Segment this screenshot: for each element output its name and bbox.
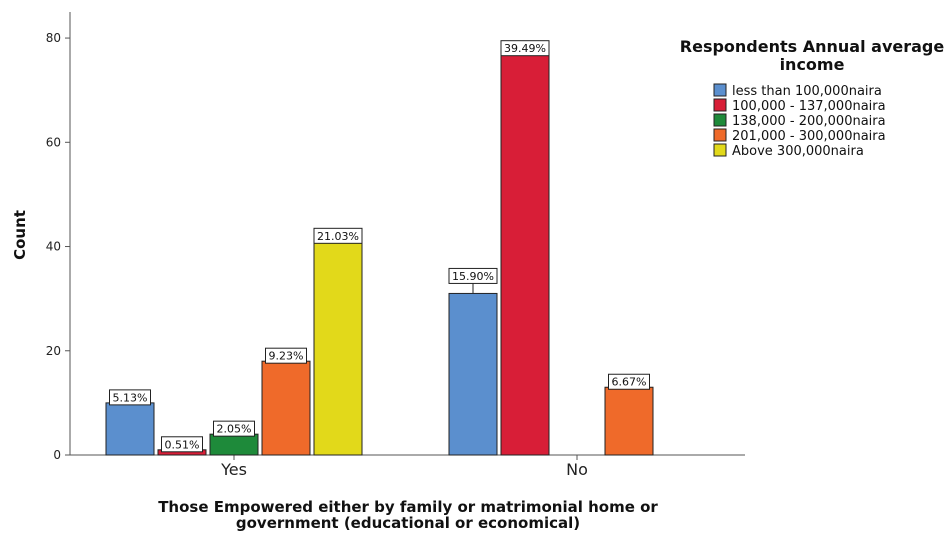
data-label-box [109, 389, 151, 406]
data-label: 2.05% [217, 423, 252, 436]
legend-entry: Above 300,000naira [732, 144, 864, 159]
y-tick-label: 40 [46, 240, 61, 254]
data-label-box [500, 40, 550, 57]
data-label: 6.67% [612, 376, 647, 389]
data-label: 0.51% [165, 438, 200, 451]
data-label-box [608, 373, 650, 390]
x-tick-label-yes: Yes [220, 460, 247, 479]
y-tick-label: 20 [46, 344, 61, 358]
bar-yes-series-3 [261, 360, 311, 456]
y-axis-title: Count [11, 210, 29, 260]
bar-yes-series-2 [209, 433, 259, 456]
legend-entry: less than 100,000naira [732, 84, 882, 99]
bar-yes-series-0 [105, 402, 155, 456]
legend-title-line-2: income [780, 55, 845, 74]
legend-entry: 201,000 - 300,000naira [732, 129, 886, 144]
data-label-box [313, 227, 363, 244]
data-label: 15.90% [452, 270, 494, 283]
legend-swatch [713, 98, 727, 112]
x-axis-title-line-2: government (educational or economical) [236, 514, 580, 532]
legend-swatch [713, 143, 727, 157]
legend-entry: 100,000 - 137,000naira [732, 99, 886, 114]
legend-title-line-1: Respondents Annual average [680, 37, 945, 56]
data-label: 5.13% [113, 391, 148, 404]
x-axis-title-line-1: Those Empowered either by family or matr… [158, 498, 658, 516]
y-tick-label: 0 [53, 448, 61, 462]
data-label-box [265, 347, 307, 364]
bar-yes-series-4 [313, 240, 363, 456]
data-label-box [448, 267, 498, 284]
bars [105, 53, 654, 456]
data-label-box [213, 420, 255, 437]
y-tick-label: 80 [46, 31, 61, 45]
legend-swatch [713, 128, 727, 142]
bar-no-series-0 [448, 292, 498, 456]
bar-no-series-3 [604, 386, 654, 456]
legend-swatch [713, 113, 727, 127]
data-label: 39.49% [504, 42, 546, 55]
data-labels: 5.13% 15.90% 0.51% 39.49% 2.05% 9.23% 6.67% 21.… [109, 40, 650, 453]
data-label: 9.23% [269, 350, 304, 363]
bar-no-series-1 [500, 53, 550, 456]
y-tick-label: 60 [46, 135, 61, 149]
data-label: 21.03% [317, 230, 359, 243]
legend-swatch [713, 83, 727, 97]
legend-entry: 138,000 - 200,000naira [732, 114, 886, 129]
data-label-box [161, 436, 203, 453]
x-tick-label-no: No [566, 460, 588, 479]
